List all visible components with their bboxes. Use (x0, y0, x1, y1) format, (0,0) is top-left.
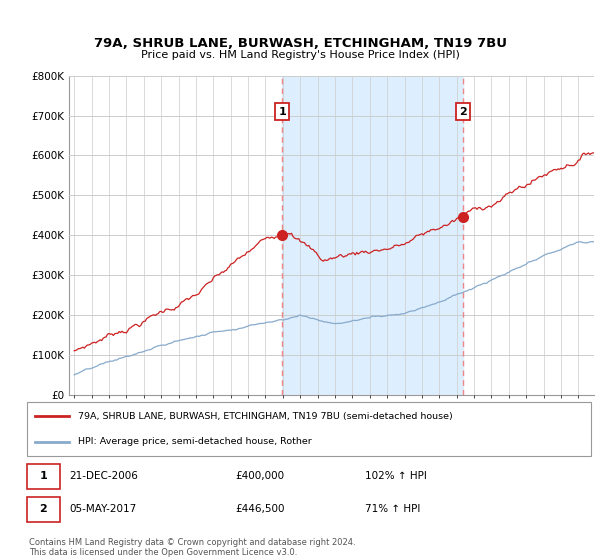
Text: 21-DEC-2006: 21-DEC-2006 (70, 471, 138, 481)
Text: 71% ↑ HPI: 71% ↑ HPI (365, 504, 421, 514)
Text: £400,000: £400,000 (236, 471, 285, 481)
Text: Price paid vs. HM Land Registry's House Price Index (HPI): Price paid vs. HM Land Registry's House … (140, 50, 460, 60)
Bar (27, 497, 60, 522)
Text: 79A, SHRUB LANE, BURWASH, ETCHINGHAM, TN19 7BU: 79A, SHRUB LANE, BURWASH, ETCHINGHAM, TN… (94, 38, 506, 50)
Text: £446,500: £446,500 (236, 504, 285, 514)
Text: 05-MAY-2017: 05-MAY-2017 (70, 504, 137, 514)
Text: 102% ↑ HPI: 102% ↑ HPI (365, 471, 427, 481)
Text: 2: 2 (40, 504, 47, 514)
Text: 79A, SHRUB LANE, BURWASH, ETCHINGHAM, TN19 7BU (semi-detached house): 79A, SHRUB LANE, BURWASH, ETCHINGHAM, TN… (78, 412, 452, 421)
Text: 1: 1 (40, 471, 47, 481)
Text: Contains HM Land Registry data © Crown copyright and database right 2024.
This d: Contains HM Land Registry data © Crown c… (29, 538, 355, 557)
Text: 1: 1 (278, 106, 286, 116)
Bar (283, 76, 463, 395)
Text: HPI: Average price, semi-detached house, Rother: HPI: Average price, semi-detached house,… (78, 437, 311, 446)
Bar (27, 464, 60, 489)
Text: 2: 2 (459, 106, 467, 116)
